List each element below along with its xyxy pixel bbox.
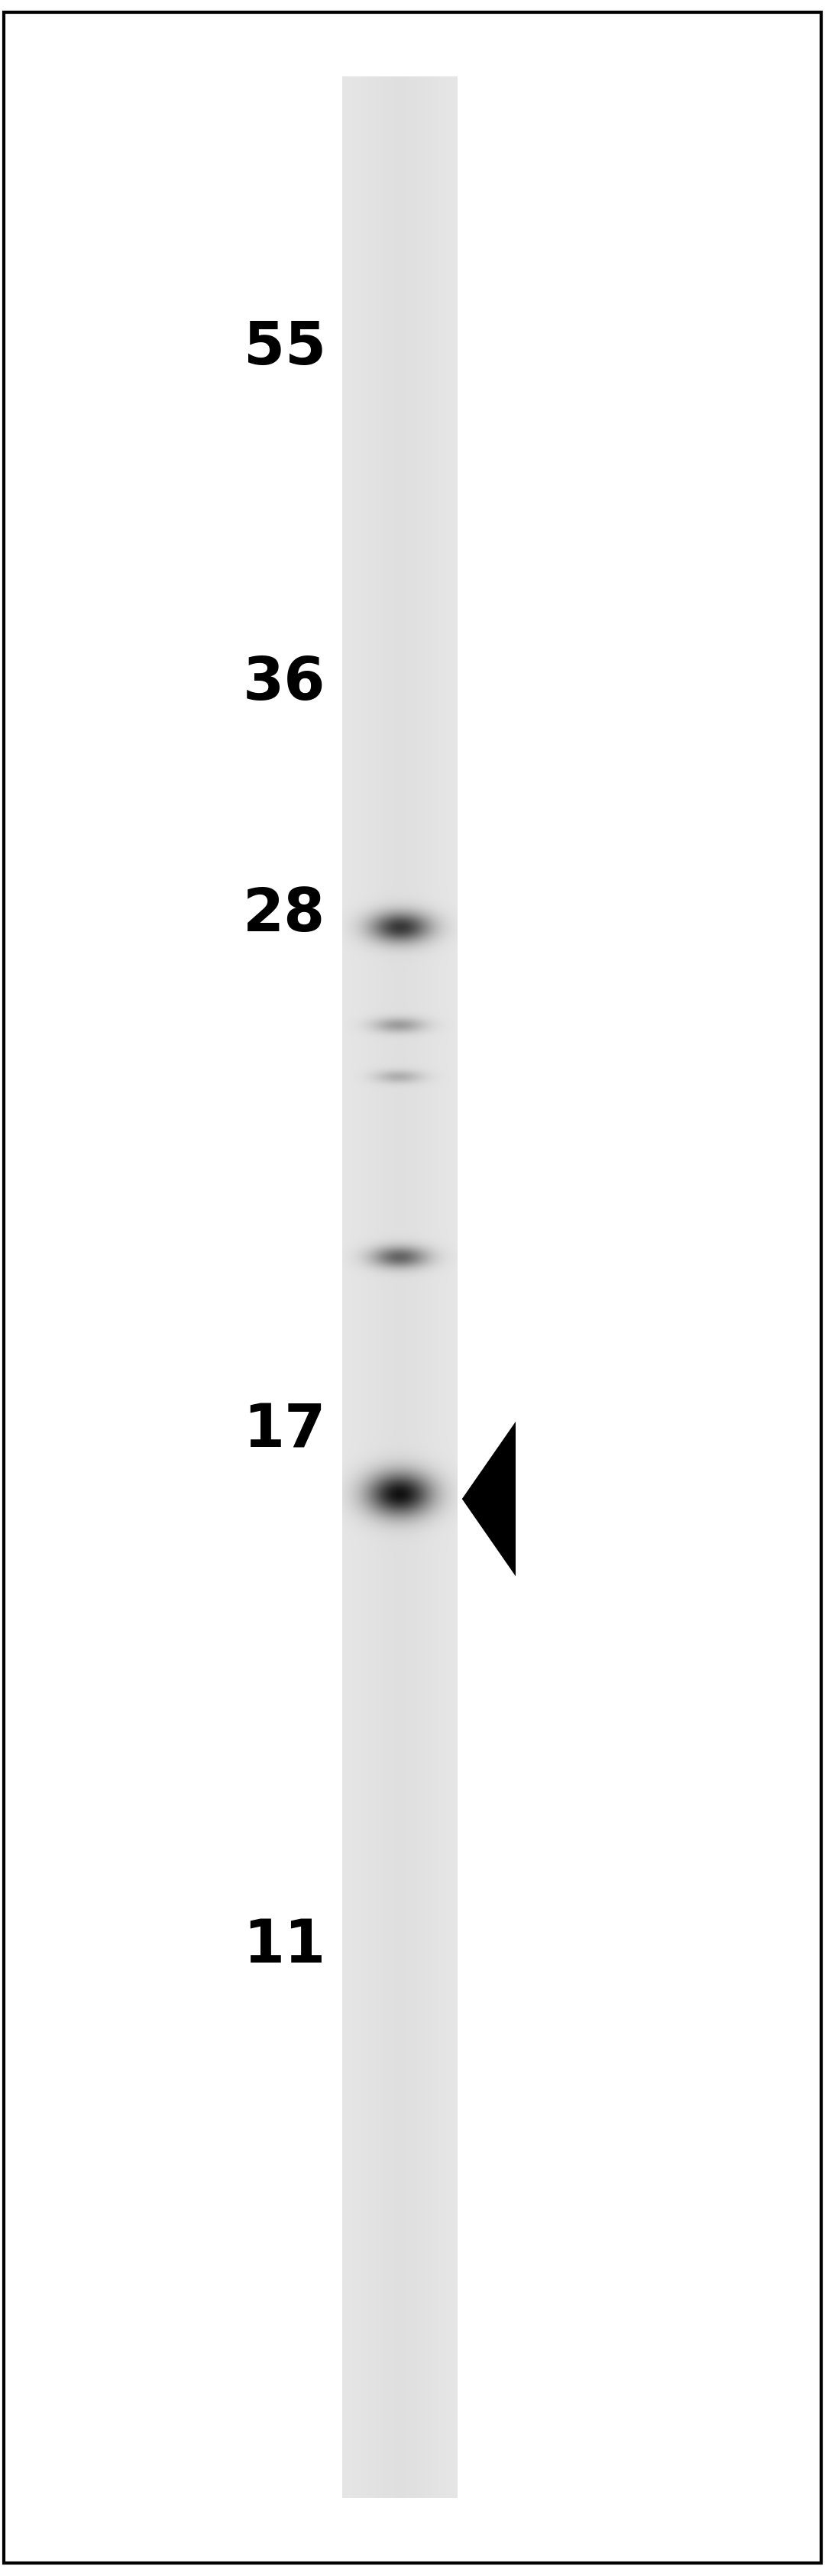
- Text: 55: 55: [243, 319, 326, 376]
- Text: 17: 17: [243, 1401, 326, 1458]
- Polygon shape: [462, 1422, 516, 1577]
- Text: 28: 28: [243, 886, 326, 943]
- Text: 11: 11: [243, 1917, 326, 1973]
- Text: 36: 36: [243, 654, 326, 711]
